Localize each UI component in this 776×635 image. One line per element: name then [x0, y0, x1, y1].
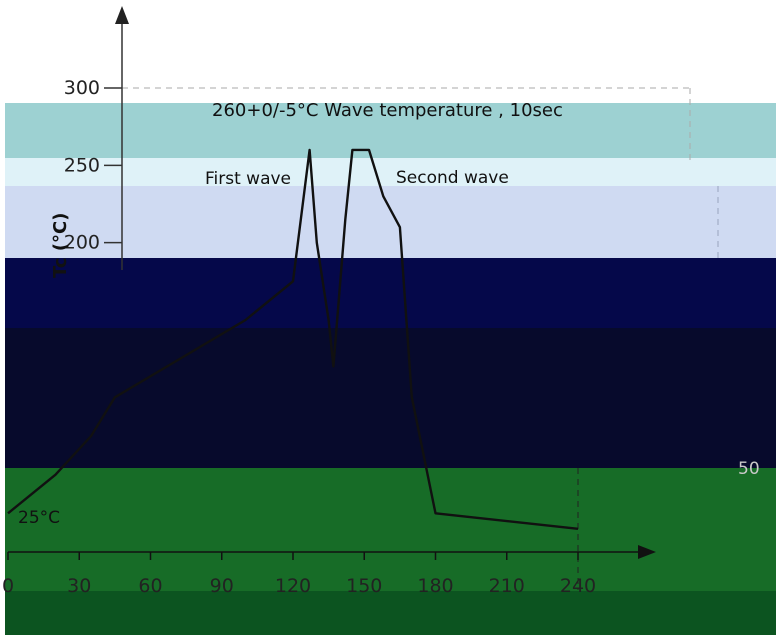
- x-tick-label: 90: [210, 575, 234, 597]
- y-tick-label: 300: [64, 77, 100, 99]
- axes: [8, 6, 656, 559]
- x-tick-label: 180: [417, 575, 453, 597]
- navy-band: [5, 258, 776, 328]
- right-tick-label: 50: [738, 459, 760, 479]
- wave-temp-annotation: 260+0/-5°C Wave temperature , 10sec: [212, 100, 563, 121]
- y-axis-arrow: [115, 6, 129, 24]
- x-tick-label: 120: [275, 575, 311, 597]
- start-temp-label: 25°C: [18, 508, 60, 528]
- lavender-band: [5, 186, 776, 258]
- x-axis-arrow: [638, 545, 656, 559]
- x-tick-label: 240: [560, 575, 596, 597]
- series-layer: [7, 148, 579, 530]
- green-band: [5, 468, 776, 591]
- y-tick-label: 200: [64, 232, 100, 254]
- teal-band: [5, 103, 776, 158]
- light-band: [5, 158, 776, 186]
- x-tick-label: 30: [67, 575, 91, 597]
- y-axis-label: Tc (°C): [50, 213, 71, 279]
- x-tick-label: 0: [2, 575, 14, 597]
- ticks: 300 250 200 0 30 60 90 120 150 180 210 240: [2, 77, 596, 597]
- first-wave-label: First wave: [205, 169, 291, 189]
- gridlines: [122, 87, 719, 590]
- x-tick-label: 150: [346, 575, 382, 597]
- temperature-profile-line: [7, 148, 579, 530]
- labels: 260+0/-5°C Wave temperature , 10sec Firs…: [18, 100, 760, 528]
- y-tick-label: 250: [64, 154, 100, 176]
- second-wave-label: Second wave: [396, 168, 509, 188]
- x-tick-label: 210: [489, 575, 525, 597]
- dark-band: [5, 328, 776, 468]
- x-tick-label: 60: [138, 575, 162, 597]
- dark-green-band: [5, 591, 776, 635]
